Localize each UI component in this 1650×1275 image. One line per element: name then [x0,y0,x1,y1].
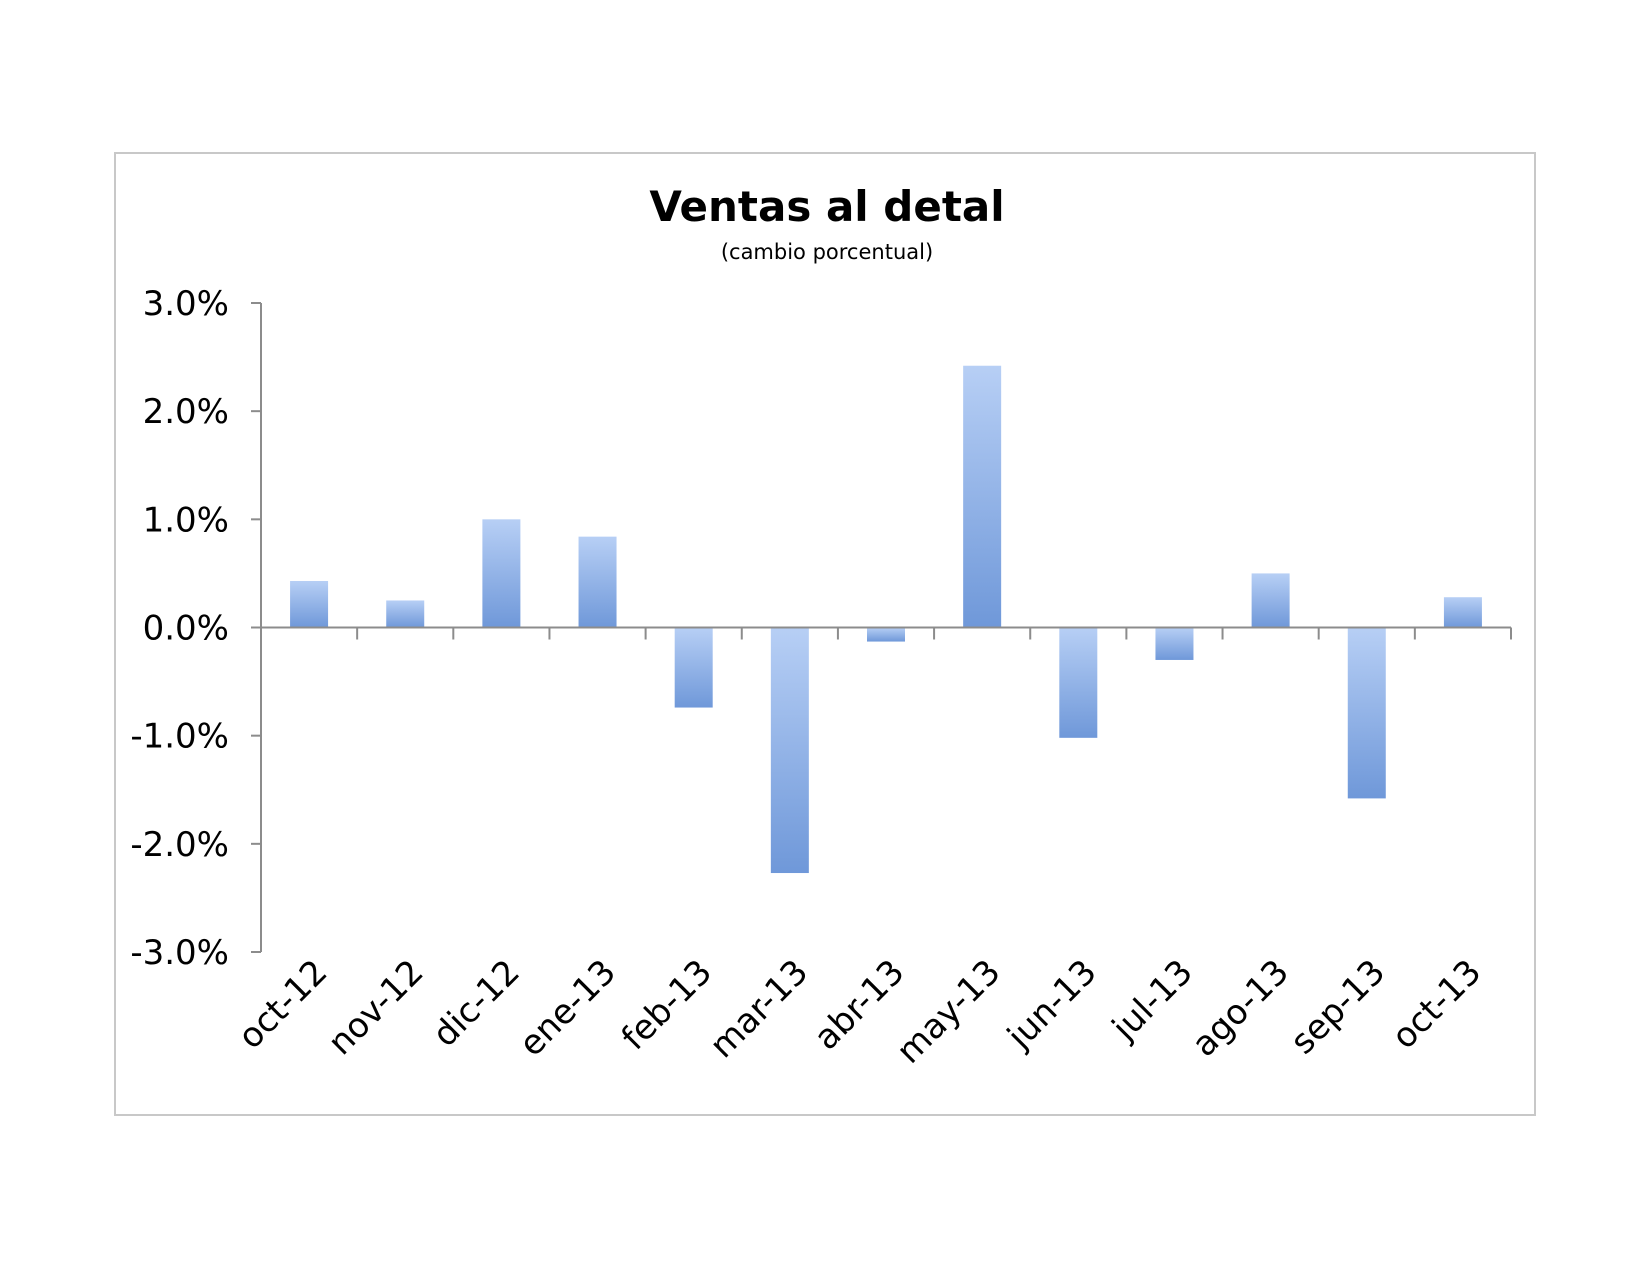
x-category-label: ene-13 [512,952,624,1064]
x-category-label: oct-12 [231,952,336,1057]
bar-jul-13 [1155,627,1194,660]
bar-sep-13 [1347,627,1386,799]
chart-subtitle: (cambio porcentual) [720,240,934,264]
chart-title: Ventas al detal [649,182,1005,231]
bar-nov-12 [386,600,425,628]
y-tick-label: -1.0% [130,717,229,757]
x-category-label: may-13 [889,952,1009,1072]
x-category-label: ago-13 [1184,952,1297,1065]
bar-ene-13 [578,536,617,628]
bars [290,365,1482,874]
x-category-label: mar-13 [702,952,816,1066]
y-tick-label: -3.0% [130,933,229,973]
x-category-label: jun-13 [999,952,1104,1057]
bar-ago-13 [1251,573,1290,628]
y-tick-label: 3.0% [143,284,229,324]
x-category-label: oct-13 [1384,952,1489,1057]
x-category-label: sep-13 [1283,952,1393,1062]
y-tick-label: 0.0% [143,609,229,649]
chart-frame: Ventas al detal (cambio porcentual) 3.0%… [114,152,1536,1116]
x-category-label: feb-13 [614,952,720,1058]
bar-oct-12 [290,580,329,628]
bar-dic-12 [482,519,521,628]
y-tick-label: -2.0% [130,825,229,865]
bar-abr-13 [867,627,905,642]
bar-feb-13 [674,627,713,708]
y-tick-label: 2.0% [143,392,229,432]
bar-may-13 [963,365,1002,628]
y-tick-label: 1.0% [143,500,229,540]
bar-jun-13 [1059,627,1098,738]
x-category-label: nov-12 [321,952,432,1063]
bar-chart: 3.0% 2.0% 1.0% 0.0% -1.0% -2.0% -3.0% oct-12no… [130,284,1512,1072]
bar-mar-13 [770,627,809,874]
x-axis: oct-12nov-12dic-12ene-13feb-13mar-13abr-… [231,626,1512,1072]
x-category-label: dic-12 [425,952,528,1055]
bar-oct-13 [1443,597,1482,628]
y-axis: 3.0% 2.0% 1.0% 0.0% -1.0% -2.0% -3.0% [130,284,262,973]
